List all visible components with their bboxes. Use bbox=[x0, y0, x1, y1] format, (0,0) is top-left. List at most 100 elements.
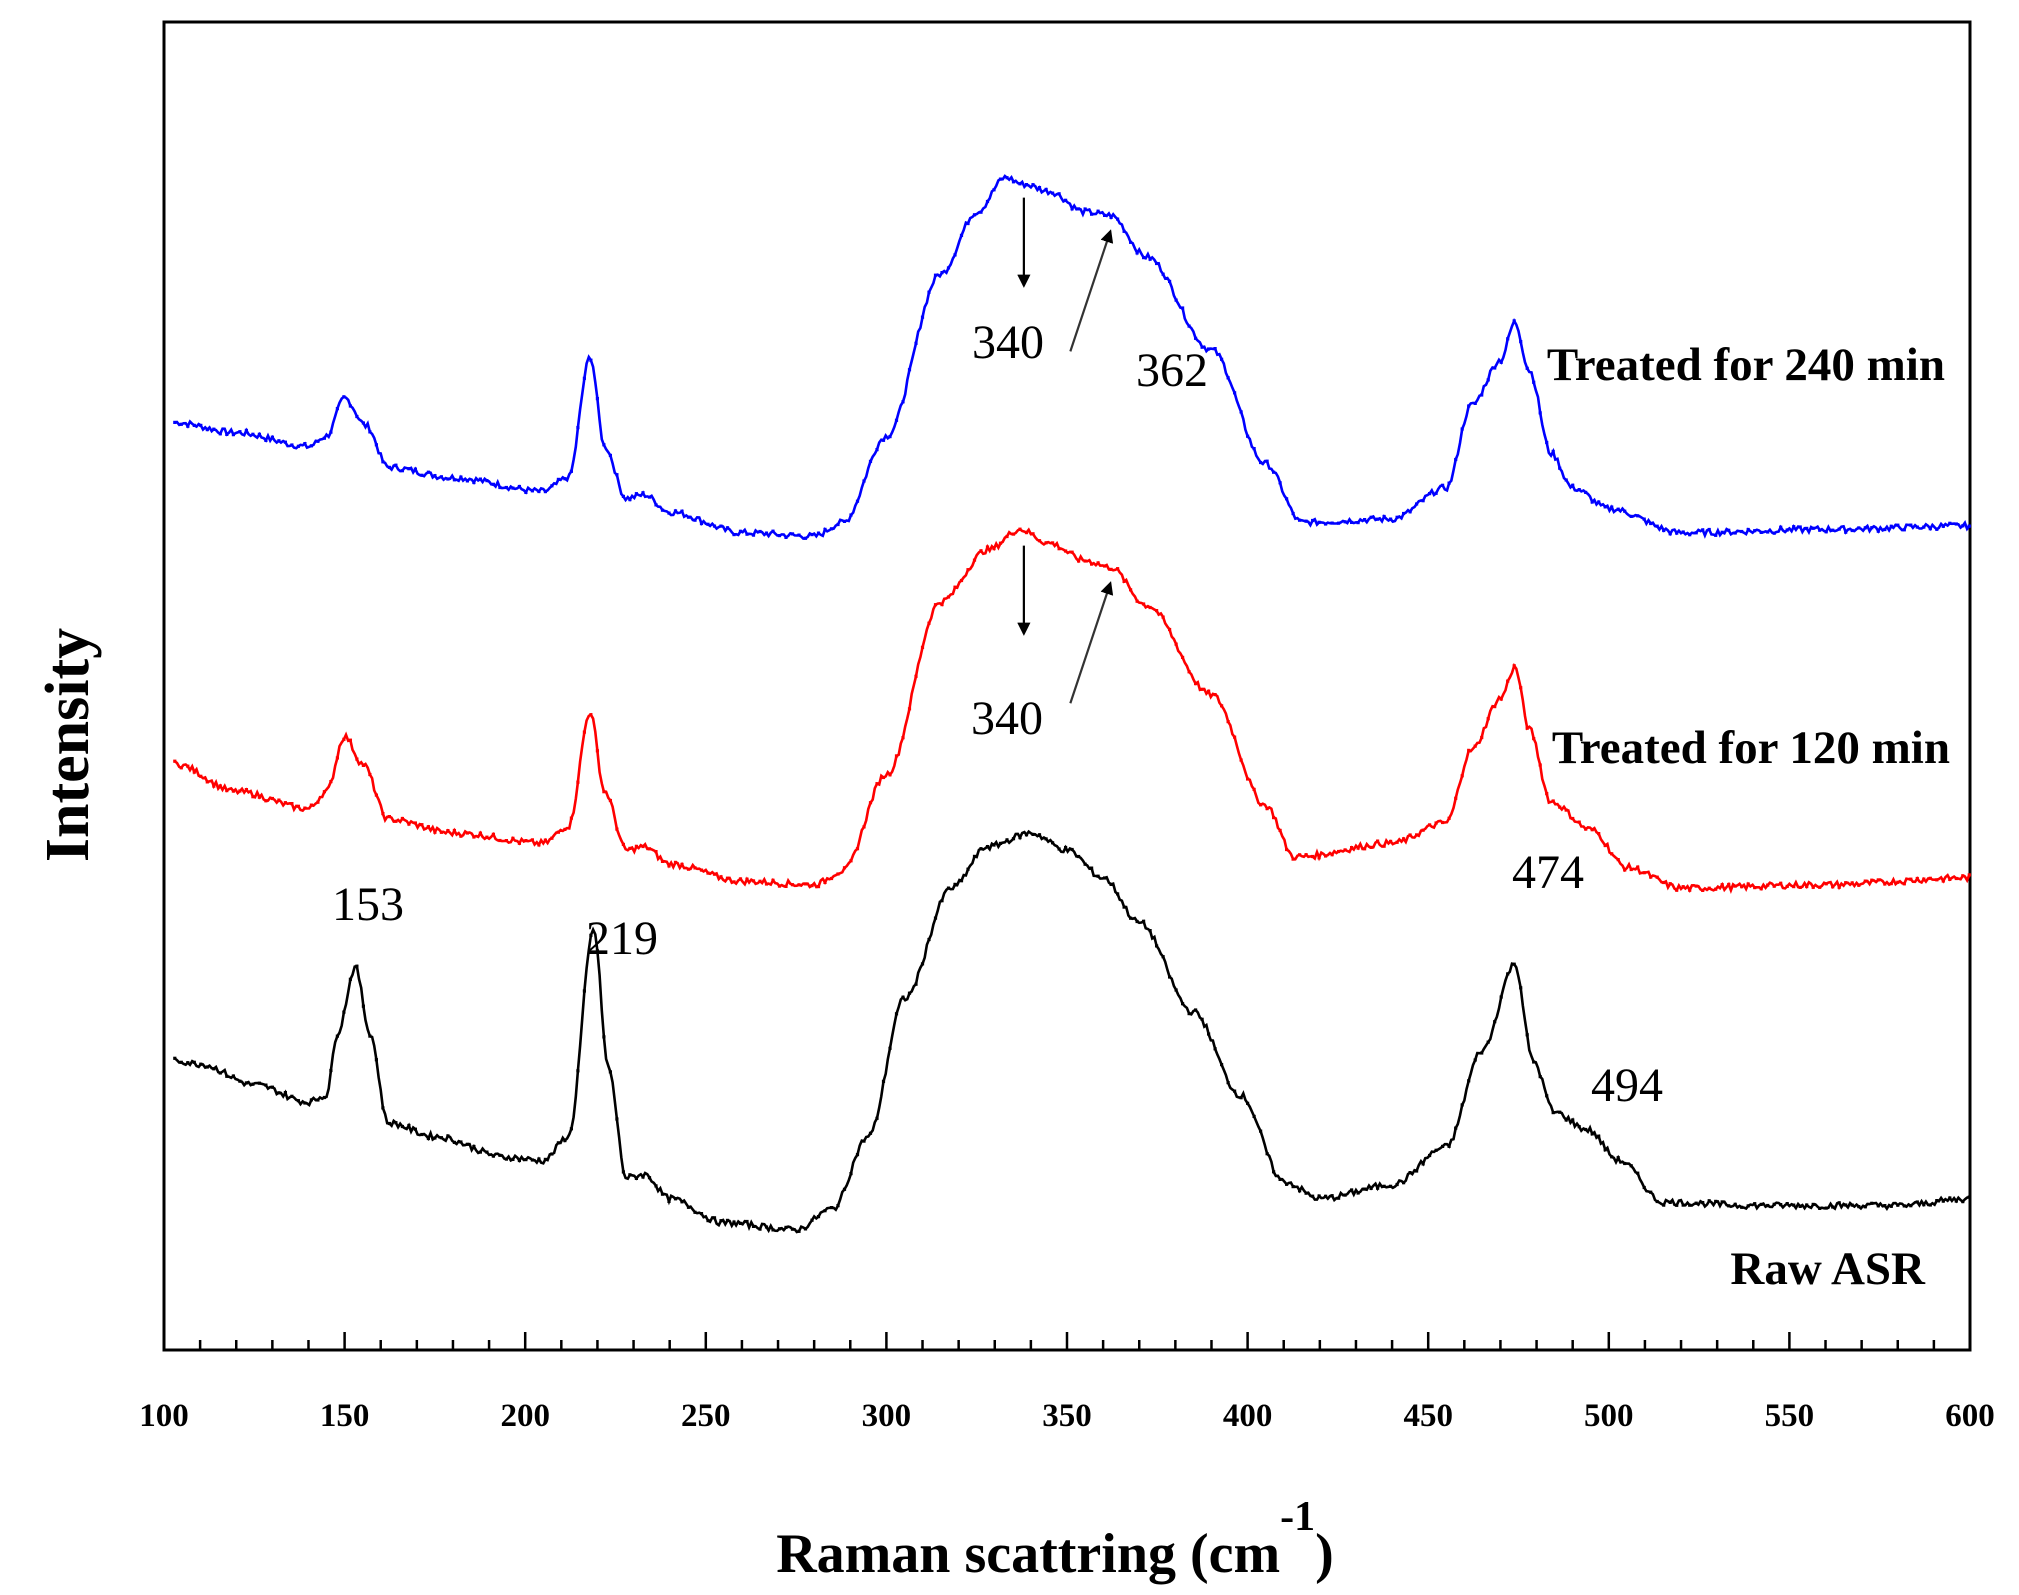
series-point bbox=[446, 1134, 450, 1138]
series-point bbox=[1070, 207, 1074, 211]
series-point bbox=[1870, 1201, 1874, 1205]
series-point bbox=[238, 430, 242, 434]
series-point bbox=[1532, 737, 1536, 741]
series-point bbox=[283, 440, 287, 444]
series-point bbox=[1350, 520, 1354, 524]
series-point bbox=[296, 444, 300, 448]
series-point bbox=[1701, 888, 1705, 892]
series-point bbox=[225, 789, 229, 793]
series-point bbox=[816, 531, 821, 535]
series-point bbox=[1668, 532, 1672, 536]
series-point bbox=[1168, 627, 1172, 632]
series-point bbox=[855, 1153, 860, 1157]
series-point bbox=[1623, 1161, 1627, 1166]
series-point bbox=[1512, 319, 1516, 323]
series-point bbox=[1109, 882, 1113, 886]
series-point bbox=[1168, 279, 1172, 283]
x-tick-label: 400 bbox=[1223, 1398, 1273, 1434]
series-point bbox=[1740, 885, 1744, 889]
series-point bbox=[1584, 1127, 1588, 1132]
series-point bbox=[1909, 1204, 1913, 1208]
series-point bbox=[277, 798, 281, 802]
series-point bbox=[1805, 1203, 1809, 1207]
series-point bbox=[1844, 1203, 1848, 1207]
series-point bbox=[1161, 615, 1165, 619]
series-point bbox=[1733, 1202, 1737, 1206]
series-point bbox=[1870, 526, 1874, 530]
series-point bbox=[1083, 559, 1087, 563]
series-point bbox=[1304, 519, 1308, 523]
series-point bbox=[654, 503, 658, 507]
series-point bbox=[1512, 664, 1516, 668]
series-point bbox=[1057, 847, 1061, 851]
series-point bbox=[1083, 862, 1087, 866]
series-point bbox=[1467, 404, 1471, 408]
series-point bbox=[517, 1158, 521, 1163]
series-point bbox=[1831, 1205, 1835, 1209]
series-point bbox=[225, 432, 229, 436]
series-point bbox=[1200, 345, 1204, 349]
series-point bbox=[1031, 832, 1035, 836]
series-point bbox=[1493, 1020, 1497, 1024]
series-point bbox=[426, 470, 430, 474]
series-point bbox=[303, 806, 307, 810]
series-point bbox=[1649, 875, 1653, 879]
series-point bbox=[452, 1140, 456, 1144]
series-point bbox=[758, 529, 762, 534]
series-point bbox=[426, 1136, 430, 1141]
series-point bbox=[296, 804, 300, 808]
series-point bbox=[1876, 878, 1880, 882]
series-point bbox=[1031, 532, 1035, 536]
series-point bbox=[329, 780, 333, 784]
series-point bbox=[491, 1154, 495, 1158]
series-point bbox=[459, 834, 463, 838]
series-point bbox=[1460, 427, 1464, 431]
series-point bbox=[1714, 1199, 1718, 1203]
series-point bbox=[1187, 1012, 1191, 1016]
series-point bbox=[1545, 440, 1549, 445]
series-point bbox=[563, 1139, 567, 1143]
series-point bbox=[680, 509, 684, 513]
series-point bbox=[433, 830, 437, 834]
series-point bbox=[472, 480, 476, 485]
series-point bbox=[959, 233, 964, 237]
series-point bbox=[1714, 887, 1718, 891]
series-point bbox=[576, 426, 580, 430]
x-tick-label: 200 bbox=[500, 1398, 550, 1434]
series-point bbox=[1909, 877, 1913, 881]
series-point bbox=[1148, 929, 1152, 933]
series-point bbox=[927, 937, 931, 942]
series-point bbox=[1876, 529, 1880, 533]
series-point bbox=[1239, 758, 1243, 762]
series-point bbox=[868, 801, 873, 805]
series-point bbox=[686, 867, 691, 871]
series-point bbox=[1044, 187, 1048, 191]
series-point bbox=[1174, 642, 1178, 646]
series-point bbox=[205, 1065, 209, 1069]
series-point bbox=[1077, 854, 1081, 859]
series-point bbox=[446, 829, 450, 833]
series-point bbox=[927, 621, 931, 625]
series-point bbox=[465, 479, 469, 483]
series-point bbox=[420, 1132, 424, 1137]
series-point bbox=[556, 1141, 560, 1145]
series-point bbox=[940, 603, 944, 607]
series-point bbox=[1246, 777, 1250, 781]
series-point bbox=[1181, 655, 1185, 659]
diagonal-arrow bbox=[1069, 229, 1114, 352]
series-point bbox=[1948, 1196, 1952, 1200]
series-point bbox=[1402, 837, 1406, 841]
x-axis-ticks bbox=[162, 1332, 1972, 1350]
series-lines bbox=[173, 174, 1971, 1234]
series-point bbox=[972, 213, 977, 217]
series-point bbox=[1694, 531, 1698, 535]
series-point bbox=[907, 991, 912, 995]
series-point bbox=[1707, 1199, 1711, 1203]
series-point bbox=[1616, 1156, 1620, 1160]
series-point bbox=[628, 1173, 632, 1177]
series-point bbox=[1824, 1206, 1828, 1210]
series-point bbox=[420, 823, 424, 827]
series-point bbox=[1103, 564, 1107, 568]
series-point bbox=[940, 899, 944, 903]
series-point bbox=[608, 453, 612, 457]
